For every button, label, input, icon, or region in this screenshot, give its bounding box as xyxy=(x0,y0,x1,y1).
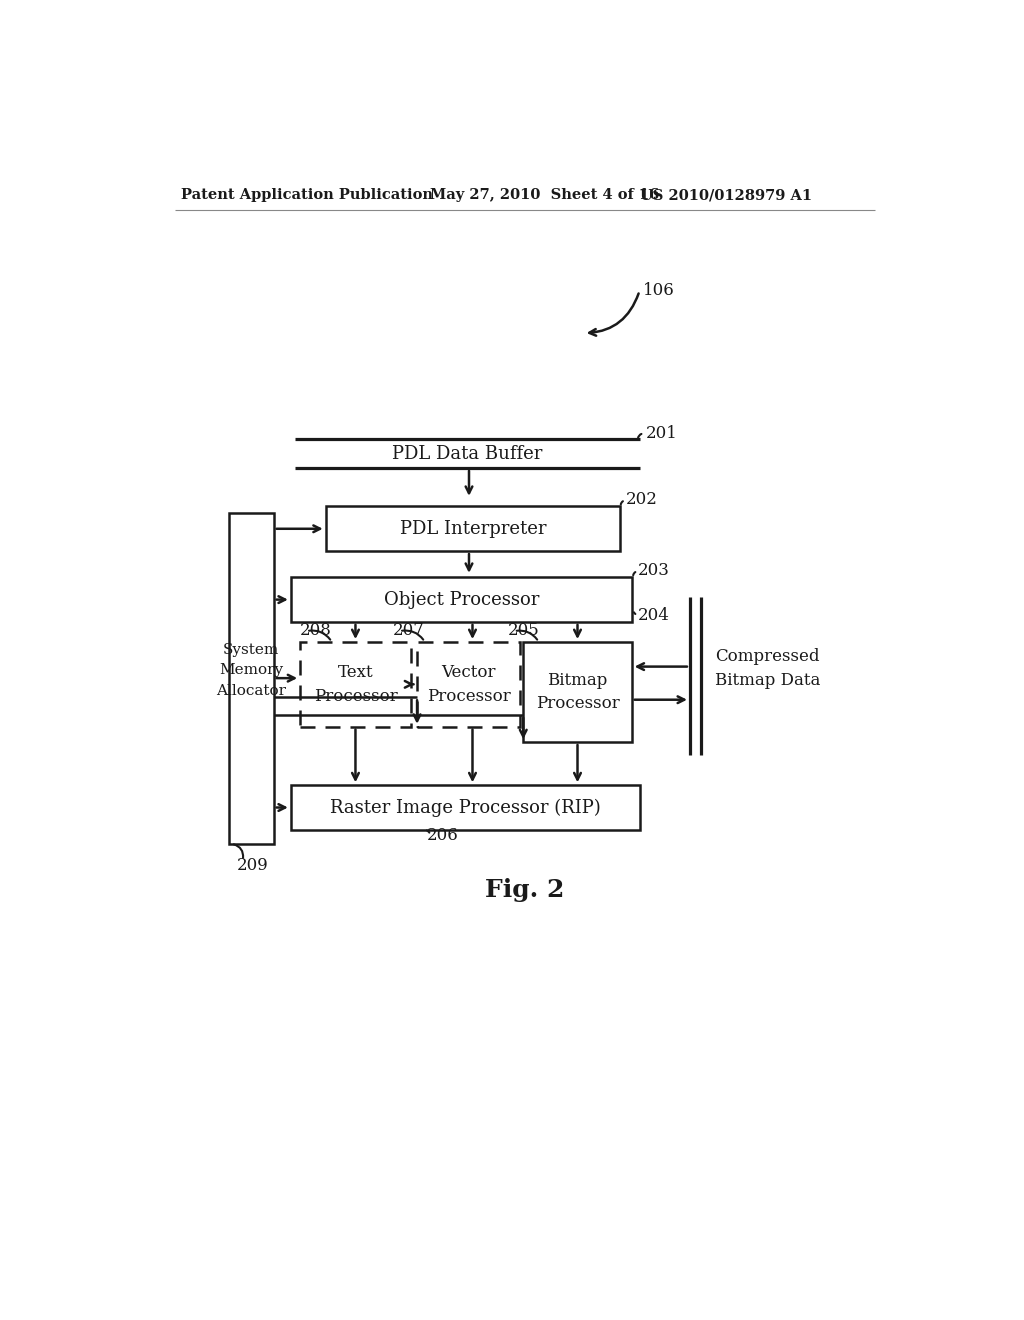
Text: US 2010/0128979 A1: US 2010/0128979 A1 xyxy=(640,189,812,202)
Text: 207: 207 xyxy=(393,622,425,639)
Text: PDL Interpreter: PDL Interpreter xyxy=(399,520,546,537)
Text: Fig. 2: Fig. 2 xyxy=(485,878,564,902)
Text: Vector
Processor: Vector Processor xyxy=(427,664,511,705)
Text: 208: 208 xyxy=(300,622,332,639)
Text: System
Memory
Allocator: System Memory Allocator xyxy=(216,643,287,698)
Text: PDL Data Buffer: PDL Data Buffer xyxy=(392,445,543,463)
Text: 204: 204 xyxy=(638,607,670,624)
Bar xyxy=(300,642,411,726)
Text: 202: 202 xyxy=(626,491,657,508)
Text: 209: 209 xyxy=(237,857,268,874)
Text: 203: 203 xyxy=(638,562,670,579)
Bar xyxy=(523,642,632,742)
Bar xyxy=(291,577,632,622)
Text: Text
Processor: Text Processor xyxy=(313,664,397,705)
Text: Patent Application Publication: Patent Application Publication xyxy=(180,189,433,202)
Text: May 27, 2010  Sheet 4 of 16: May 27, 2010 Sheet 4 of 16 xyxy=(430,189,659,202)
Text: Object Processor: Object Processor xyxy=(384,590,539,609)
Text: 205: 205 xyxy=(508,622,540,639)
Bar xyxy=(417,642,520,726)
Bar xyxy=(326,507,621,552)
Text: 106: 106 xyxy=(643,282,675,300)
Bar xyxy=(228,512,273,843)
Text: Compressed
Bitmap Data: Compressed Bitmap Data xyxy=(715,648,820,689)
Text: 206: 206 xyxy=(427,828,459,845)
Text: Bitmap
Processor: Bitmap Processor xyxy=(536,672,620,713)
Text: Raster Image Processor (RIP): Raster Image Processor (RIP) xyxy=(330,799,600,817)
Bar xyxy=(291,785,640,830)
Text: 201: 201 xyxy=(646,425,678,442)
